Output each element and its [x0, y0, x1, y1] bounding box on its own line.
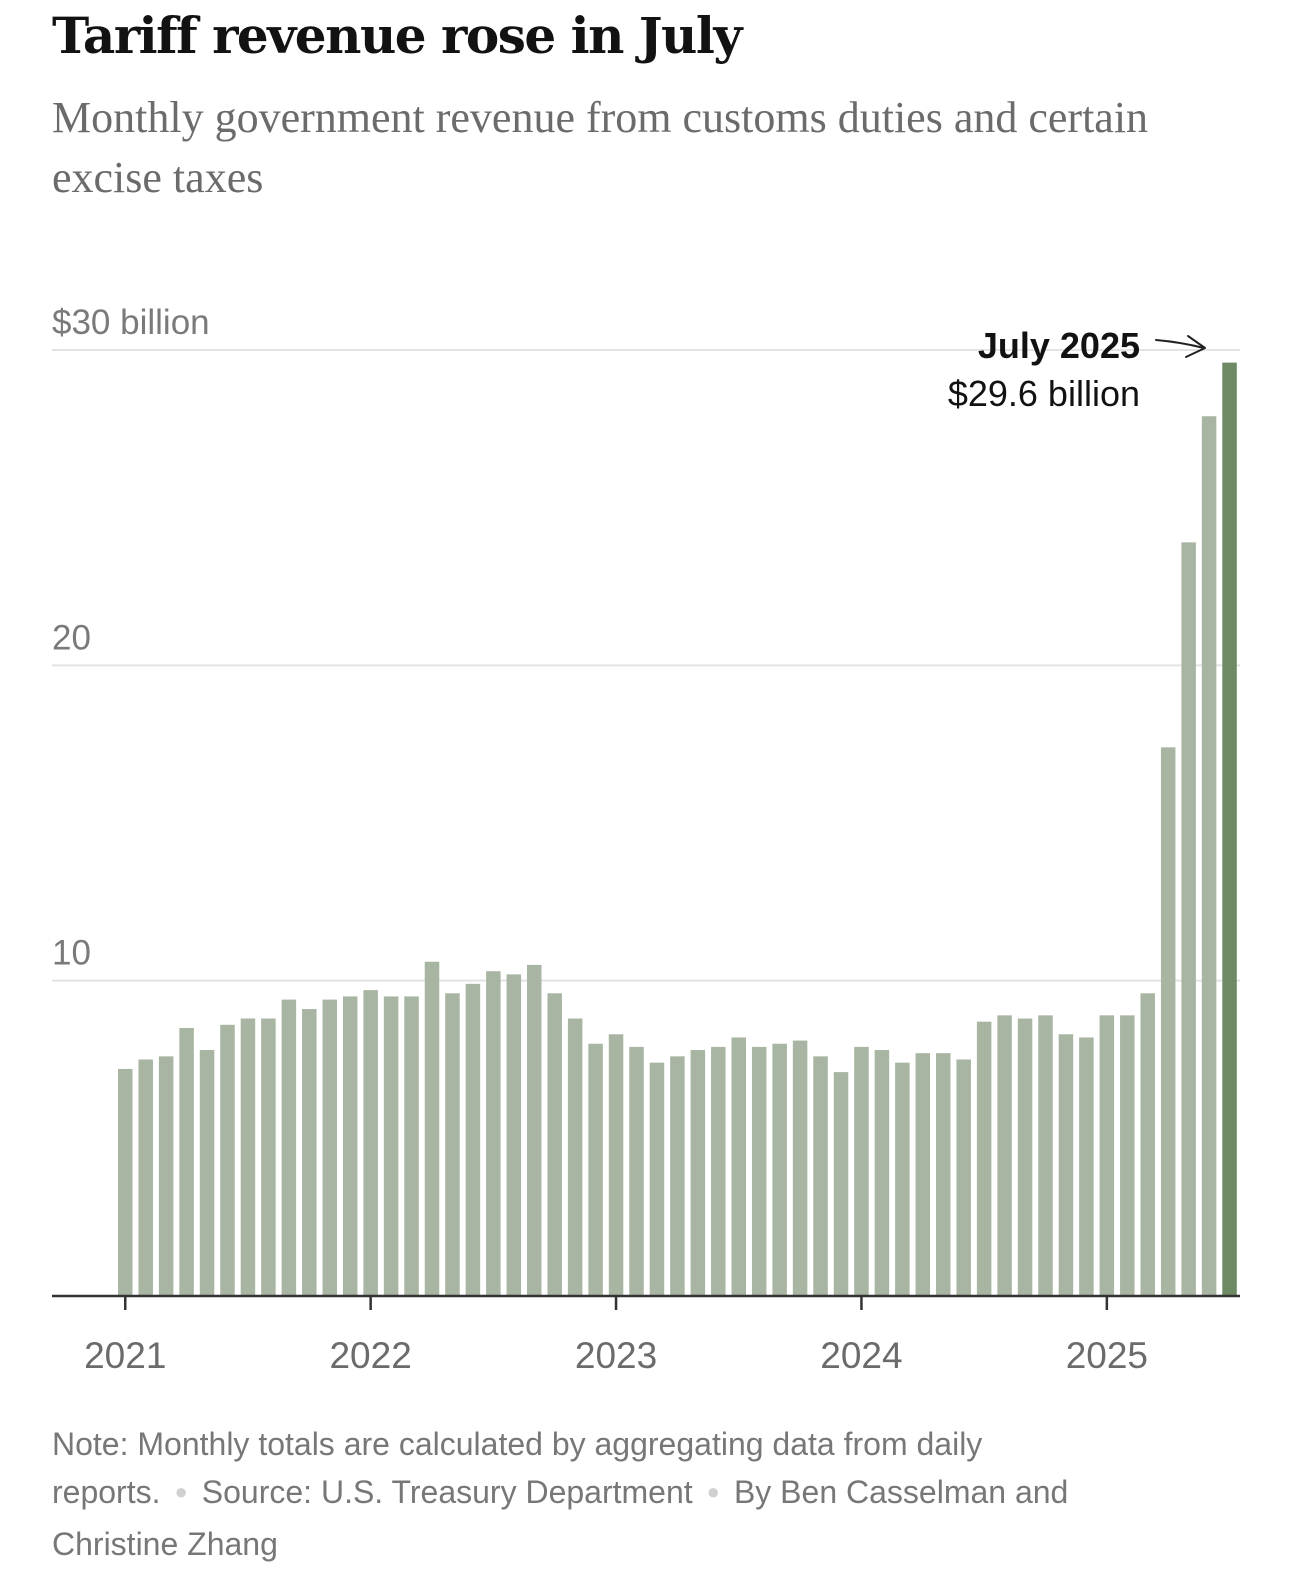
- bar: [649, 1062, 665, 1296]
- bar: [465, 983, 481, 1296]
- y-tick-label: 10: [52, 934, 91, 973]
- chart-title: Tariff revenue rose in July: [52, 6, 742, 65]
- x-tick-label: 2022: [329, 1335, 411, 1376]
- bar: [404, 996, 419, 1296]
- x-tick-label: 2023: [575, 1335, 657, 1376]
- bar: [976, 1021, 992, 1296]
- bar: [1017, 1018, 1033, 1296]
- bar: [1140, 993, 1155, 1296]
- bar: [690, 1050, 706, 1296]
- bar: [383, 996, 399, 1296]
- bar: [1099, 1015, 1115, 1296]
- bar: [486, 971, 501, 1296]
- footer-note: Note: Monthly totals are calculated by a…: [52, 1426, 983, 1510]
- bar: [158, 1056, 174, 1296]
- chart-footer: Note: Monthly totals are calculated by a…: [52, 1420, 1152, 1568]
- bar: [608, 1034, 624, 1296]
- bar: [138, 1059, 153, 1296]
- bar: [322, 999, 337, 1296]
- bar: [1079, 1037, 1094, 1296]
- bar: [445, 993, 460, 1296]
- highlight-annotation: July 2025 $29.6 billion: [948, 325, 1206, 414]
- bar: [199, 1050, 215, 1296]
- annotation-label: July 2025: [978, 325, 1140, 366]
- x-ticks: 2021 2022 2023 2024 2025: [84, 1296, 1148, 1376]
- bar: [547, 993, 562, 1296]
- bar: [1201, 416, 1217, 1297]
- bar: [731, 1037, 746, 1296]
- bar: [261, 1018, 276, 1296]
- bar: [751, 1046, 767, 1296]
- bar: [527, 964, 542, 1296]
- bar: [118, 1068, 133, 1296]
- bar: [670, 1056, 685, 1296]
- bar: [220, 1024, 235, 1296]
- bar: [179, 1027, 194, 1296]
- separator-dot-icon: ●: [174, 1479, 188, 1504]
- bar: [772, 1043, 787, 1296]
- bar: [854, 1046, 869, 1296]
- annotation-value: $29.6 billion: [948, 373, 1140, 414]
- bar: [1058, 1034, 1074, 1296]
- bar: [792, 1040, 808, 1296]
- footer-source: Source: U.S. Treasury Department: [201, 1474, 693, 1510]
- bar: [936, 1053, 951, 1296]
- gridlines: $30 billion 20 10: [52, 303, 1240, 982]
- x-tick-label: 2024: [820, 1335, 902, 1376]
- chart-subtitle: Monthly government revenue from customs …: [52, 93, 1149, 202]
- bar: [833, 1072, 849, 1296]
- bar-chart: $30 billion 20 10 2021 2022 2023 2024 2025 Jul…: [52, 303, 1240, 1376]
- bar: [424, 961, 440, 1296]
- bar: [342, 996, 358, 1296]
- bar: [1038, 1015, 1053, 1296]
- bar: [711, 1046, 726, 1296]
- bar: [567, 1018, 583, 1296]
- bar: [363, 990, 378, 1296]
- footer-byline: By Ben Casselman and Christine Zhang: [52, 1474, 1069, 1562]
- bar: [240, 1018, 256, 1296]
- x-tick-label: 2025: [1066, 1335, 1148, 1376]
- bar: [281, 999, 297, 1296]
- bar: [629, 1046, 644, 1296]
- y-tick-label: $30 billion: [52, 303, 210, 342]
- bar: [1160, 747, 1176, 1296]
- bars: [118, 362, 1237, 1297]
- bar: [506, 974, 522, 1296]
- bar: [1120, 1015, 1135, 1296]
- bar: [302, 1009, 317, 1296]
- separator-dot-icon: ●: [706, 1479, 720, 1504]
- bar: [588, 1043, 603, 1296]
- annotation-arrow-icon: [1155, 335, 1206, 358]
- bar: [1222, 362, 1237, 1296]
- bar: [956, 1059, 971, 1296]
- bar: [813, 1056, 828, 1296]
- bar: [874, 1050, 890, 1296]
- bar: [1181, 542, 1196, 1296]
- bar: [895, 1062, 910, 1296]
- bar: [997, 1015, 1012, 1296]
- x-tick-label: 2021: [84, 1335, 166, 1376]
- y-tick-label: 20: [52, 618, 91, 657]
- bar: [915, 1053, 931, 1296]
